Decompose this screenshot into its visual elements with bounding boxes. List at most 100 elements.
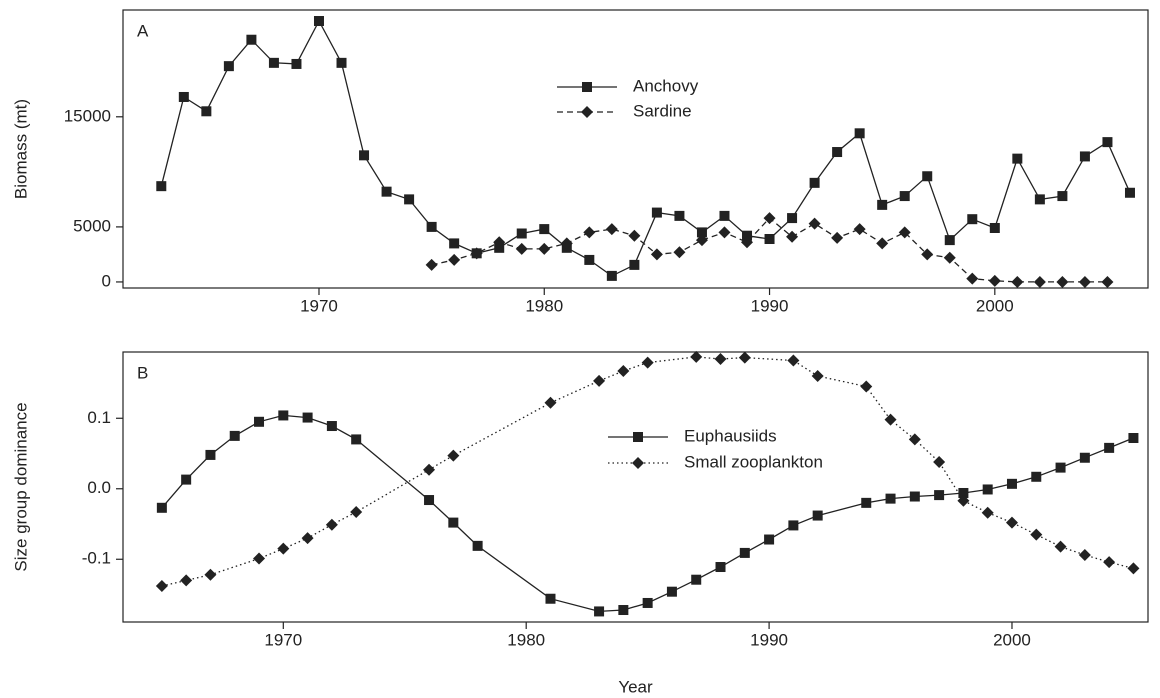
marker (714, 353, 727, 366)
marker (1031, 471, 1042, 482)
marker (617, 365, 630, 378)
legend-marker (581, 106, 593, 118)
marker (539, 224, 550, 235)
x-tick-label: 1970 (300, 296, 338, 315)
marker (763, 212, 776, 225)
marker (966, 272, 979, 285)
marker (651, 207, 662, 218)
legend-marker (582, 82, 592, 92)
series-line (161, 356, 1134, 587)
marker (934, 490, 945, 501)
marker (861, 497, 872, 508)
marker (336, 57, 347, 68)
marker (718, 226, 731, 239)
marker (899, 191, 910, 202)
y-tick-label: 15000 (64, 106, 111, 125)
marker (1079, 151, 1090, 162)
marker (449, 238, 460, 249)
marker (516, 228, 527, 239)
marker (472, 540, 483, 551)
marker (877, 199, 888, 210)
marker (593, 374, 606, 387)
marker (291, 58, 302, 69)
marker (741, 236, 754, 249)
y-tick-label: 0 (102, 271, 111, 290)
marker (1079, 452, 1090, 463)
marker (1005, 516, 1018, 529)
marker (381, 186, 392, 197)
marker (764, 534, 775, 545)
marker (739, 547, 750, 558)
marker (538, 242, 551, 255)
marker (922, 171, 933, 182)
marker (1006, 478, 1017, 489)
x-tick-label: 2000 (976, 296, 1014, 315)
marker (809, 177, 820, 188)
y-tick-label: 5000 (73, 216, 111, 235)
marker (229, 430, 240, 441)
marker (1103, 556, 1116, 569)
marker (967, 214, 978, 225)
marker (1033, 275, 1046, 288)
marker (764, 234, 775, 245)
marker (1128, 433, 1139, 444)
marker (691, 574, 702, 585)
marker (545, 593, 556, 604)
legend-marker (632, 457, 644, 469)
marker (448, 253, 461, 266)
x-tick-label: 1990 (751, 296, 789, 315)
marker (696, 227, 707, 238)
plot-frame (122, 9, 1149, 289)
marker (325, 518, 338, 531)
marker (253, 552, 266, 565)
marker (673, 246, 686, 259)
marker (351, 434, 362, 445)
marker (650, 248, 663, 261)
marker (1101, 275, 1114, 288)
marker (787, 354, 800, 367)
marker (302, 412, 313, 423)
marker (1057, 191, 1068, 202)
marker (204, 568, 217, 581)
plot-frame (122, 351, 1149, 623)
marker (205, 449, 216, 460)
series-line (431, 217, 1108, 283)
x-tick-label: 1970 (264, 630, 302, 649)
marker (812, 510, 823, 521)
legend-label: Anchovy (633, 76, 699, 95)
marker (898, 226, 911, 239)
marker (715, 562, 726, 573)
marker (981, 506, 994, 519)
marker (811, 369, 824, 382)
marker (832, 147, 843, 158)
marker (359, 150, 370, 161)
marker (178, 91, 189, 102)
marker (988, 274, 1001, 287)
marker (957, 494, 970, 507)
marker (628, 229, 641, 242)
panel-label: A (137, 21, 149, 40)
marker (786, 230, 799, 243)
legend-label: Euphausiids (684, 426, 777, 445)
marker (860, 380, 873, 393)
marker (180, 574, 193, 587)
marker (155, 580, 168, 593)
y-tick-label: -0.1 (82, 549, 111, 568)
marker (908, 433, 921, 446)
marker (674, 210, 685, 221)
marker (1055, 462, 1066, 473)
marker (470, 247, 483, 260)
panel-label: B (137, 363, 148, 382)
x-tick-label: 1980 (525, 296, 563, 315)
x-tick-label: 1990 (750, 630, 788, 649)
legend-label: Small zooplankton (684, 452, 823, 471)
marker (594, 606, 605, 617)
marker (277, 542, 290, 555)
marker (201, 106, 212, 117)
marker (854, 128, 865, 139)
marker (404, 194, 415, 205)
marker (424, 495, 435, 506)
y-axis-label: Size group dominance (11, 402, 30, 571)
marker (544, 396, 557, 409)
